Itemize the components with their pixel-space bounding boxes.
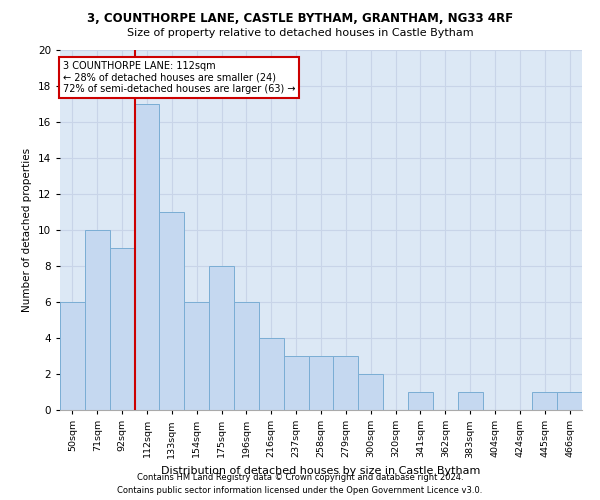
- Bar: [408, 392, 433, 410]
- Bar: [234, 302, 259, 410]
- Text: Contains public sector information licensed under the Open Government Licence v3: Contains public sector information licen…: [118, 486, 482, 495]
- Bar: [557, 392, 582, 410]
- Bar: [209, 266, 234, 410]
- Text: Size of property relative to detached houses in Castle Bytham: Size of property relative to detached ho…: [127, 28, 473, 38]
- Bar: [358, 374, 383, 410]
- Bar: [110, 248, 134, 410]
- Bar: [160, 212, 184, 410]
- Text: 3 COUNTHORPE LANE: 112sqm
← 28% of detached houses are smaller (24)
72% of semi-: 3 COUNTHORPE LANE: 112sqm ← 28% of detac…: [62, 61, 295, 94]
- Bar: [458, 392, 482, 410]
- Bar: [184, 302, 209, 410]
- Bar: [334, 356, 358, 410]
- Bar: [284, 356, 308, 410]
- Y-axis label: Number of detached properties: Number of detached properties: [22, 148, 32, 312]
- Text: 3, COUNTHORPE LANE, CASTLE BYTHAM, GRANTHAM, NG33 4RF: 3, COUNTHORPE LANE, CASTLE BYTHAM, GRANT…: [87, 12, 513, 26]
- Bar: [134, 104, 160, 410]
- Bar: [259, 338, 284, 410]
- Bar: [60, 302, 85, 410]
- Bar: [85, 230, 110, 410]
- X-axis label: Distribution of detached houses by size in Castle Bytham: Distribution of detached houses by size …: [161, 466, 481, 476]
- Text: Contains HM Land Registry data © Crown copyright and database right 2024.: Contains HM Land Registry data © Crown c…: [137, 474, 463, 482]
- Bar: [532, 392, 557, 410]
- Bar: [308, 356, 334, 410]
